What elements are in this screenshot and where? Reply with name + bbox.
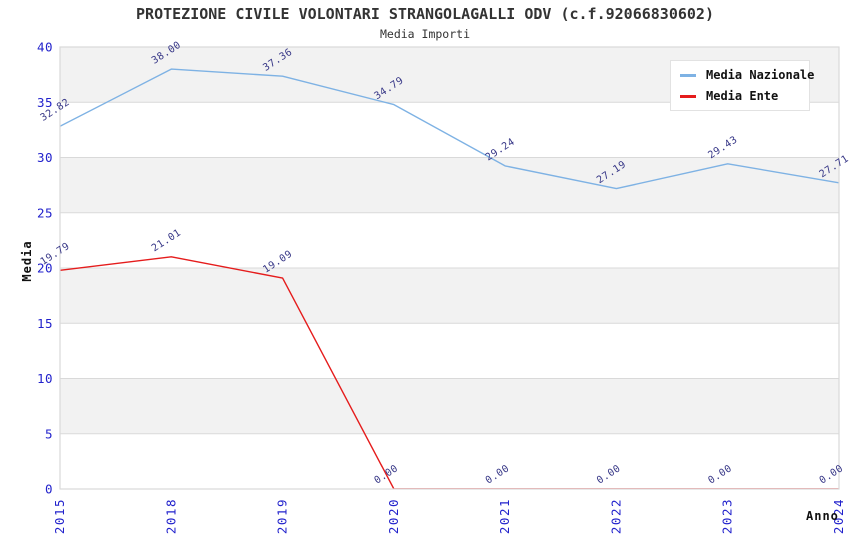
chart-subtitle: Media Importi bbox=[379, 27, 470, 41]
svg-text:2021: 2021 bbox=[497, 498, 512, 534]
legend-line-swatch-nazionale bbox=[680, 73, 696, 77]
legend-line-swatch-ente bbox=[680, 94, 696, 98]
svg-text:0: 0 bbox=[45, 482, 53, 497]
y-axis-title: Media bbox=[20, 240, 34, 282]
svg-text:2015: 2015 bbox=[52, 498, 67, 534]
svg-text:0.00: 0.00 bbox=[818, 463, 846, 486]
svg-text:2018: 2018 bbox=[163, 498, 178, 534]
svg-text:2024: 2024 bbox=[831, 498, 846, 534]
svg-text:35: 35 bbox=[37, 95, 53, 110]
legend-label-ente: Media Ente bbox=[706, 89, 779, 103]
svg-text:10: 10 bbox=[37, 371, 53, 386]
svg-text:2023: 2023 bbox=[720, 498, 735, 534]
svg-text:20: 20 bbox=[37, 261, 53, 276]
chart-title: PROTEZIONE CIVILE VOLONTARI STRANGOLAGAL… bbox=[136, 5, 714, 23]
svg-text:15: 15 bbox=[37, 316, 53, 331]
legend: Media Nazionale Media Ente bbox=[670, 60, 814, 111]
series-line-1 bbox=[60, 256, 839, 489]
background-bands bbox=[60, 47, 839, 434]
y-tick-labels: 0 5 10 15 20 25 30 35 40 bbox=[37, 40, 53, 497]
svg-text:2022: 2022 bbox=[608, 498, 623, 534]
svg-text:2019: 2019 bbox=[275, 498, 290, 534]
svg-text:0.00: 0.00 bbox=[484, 463, 512, 486]
legend-item-media-nazionale: Media Nazionale bbox=[680, 68, 814, 82]
svg-text:5: 5 bbox=[45, 426, 53, 441]
svg-text:0.00: 0.00 bbox=[706, 463, 734, 486]
plot-border bbox=[59, 46, 840, 490]
svg-text:19.79: 19.79 bbox=[39, 241, 72, 268]
x-axis-title: Anno bbox=[806, 509, 839, 523]
svg-text:30: 30 bbox=[37, 150, 53, 165]
legend-label-nazionale: Media Nazionale bbox=[706, 68, 815, 82]
svg-text:21.01: 21.01 bbox=[150, 227, 183, 254]
svg-text:25: 25 bbox=[37, 205, 53, 220]
series-lines bbox=[60, 68, 839, 489]
svg-text:0.00: 0.00 bbox=[595, 463, 623, 486]
legend-item-media-ente: Media Ente bbox=[680, 89, 800, 103]
x-tick-labels: 2015 2018 2019 2020 2021 2022 2023 2024 bbox=[52, 498, 846, 534]
svg-text:0.00: 0.00 bbox=[373, 463, 401, 486]
series-line-0 bbox=[60, 68, 839, 190]
svg-text:2020: 2020 bbox=[386, 498, 401, 534]
svg-text:40: 40 bbox=[37, 40, 53, 55]
